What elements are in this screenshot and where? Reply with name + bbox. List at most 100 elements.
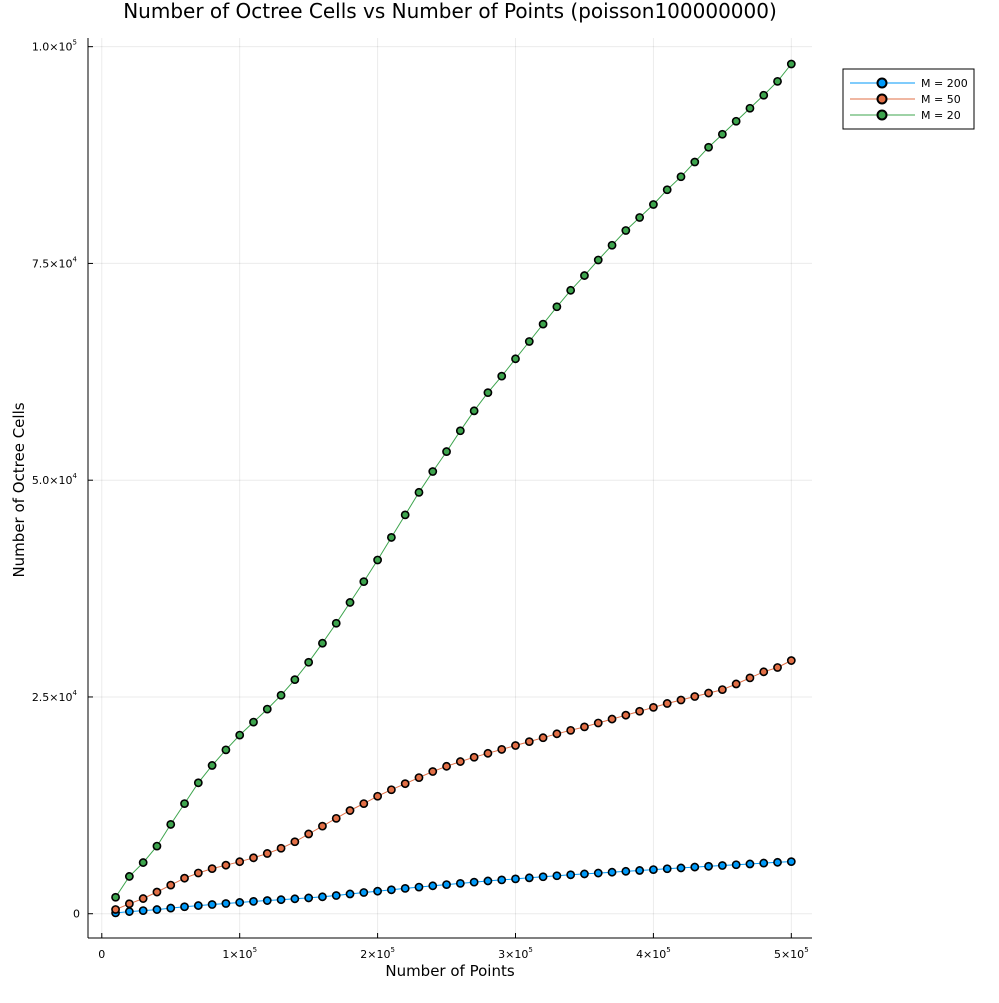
data-point (552, 729, 562, 739)
data-point (318, 638, 327, 648)
data-point (538, 733, 548, 743)
data-point (262, 704, 272, 714)
data-point (469, 752, 479, 762)
x-tick-label: 0 (98, 948, 105, 961)
data-point (704, 861, 713, 871)
y-axis-label: Number of Octree Cells (10, 402, 28, 577)
legend-marker (876, 77, 888, 89)
y-tick-label: 2.5×104 (32, 689, 78, 704)
data-point (262, 896, 272, 905)
data-point (621, 710, 631, 720)
data-point (290, 675, 300, 685)
data-point (676, 172, 686, 182)
y-tick-label: 0 (73, 908, 80, 921)
data-point (690, 157, 700, 167)
legend-marker (876, 109, 888, 121)
data-point (538, 872, 548, 882)
x-tick-exponent: 5 (804, 946, 808, 954)
data-point (400, 884, 410, 893)
data-point (276, 690, 286, 700)
grid-lines (88, 38, 812, 938)
data-point (207, 864, 217, 874)
legend-item: M = 50 (850, 93, 961, 106)
data-point (304, 893, 314, 903)
data-point (442, 447, 451, 456)
data-point (345, 806, 355, 815)
y-tick-label: 7.5×104 (32, 255, 78, 270)
x-tick-exponent: 5 (253, 946, 257, 954)
data-point (193, 868, 203, 878)
x-axis-label: Number of Points (385, 962, 514, 980)
data-point (276, 895, 286, 905)
data-point (304, 829, 314, 839)
data-point (373, 791, 382, 801)
data-point (193, 901, 203, 910)
data-point (717, 861, 727, 870)
data-point (552, 302, 562, 312)
data-point (442, 761, 451, 771)
data-point (580, 722, 589, 732)
data-point (249, 897, 258, 906)
data-point (414, 882, 424, 892)
x-tick-label: 1×105 (222, 946, 257, 961)
data-point (345, 889, 355, 899)
data-point (593, 255, 603, 265)
data-point (235, 898, 245, 907)
series-line (115, 861, 792, 914)
data-point (455, 878, 465, 888)
data-point (690, 862, 700, 872)
data-point (759, 858, 769, 868)
data-point (345, 598, 355, 607)
data-point (524, 737, 534, 747)
data-point (773, 663, 782, 672)
data-point (497, 875, 507, 885)
series-1 (111, 857, 796, 918)
data-point (497, 745, 507, 754)
data-point (607, 867, 617, 877)
data-point (235, 857, 245, 867)
data-point (786, 59, 796, 69)
data-point (455, 757, 465, 766)
data-point (221, 860, 231, 870)
data-point (773, 76, 782, 86)
x-tick-label: 3×105 (498, 946, 533, 961)
data-point (717, 685, 727, 694)
data-point (524, 873, 534, 883)
data-point (359, 577, 369, 587)
data-point (138, 858, 148, 867)
data-point (221, 745, 231, 755)
data-point (566, 285, 576, 295)
data-point (400, 779, 410, 789)
legend-item: M = 20 (850, 109, 961, 122)
data-point (331, 618, 341, 628)
x-axis-ticks: 0 1×105 2×105 3×105 4×105 5×105 (98, 933, 809, 961)
y-tick-exponent: 4 (73, 472, 78, 480)
data-point (221, 899, 231, 908)
data-point (524, 337, 534, 346)
x-tick-exponent: 5 (528, 946, 532, 954)
data-point (786, 656, 796, 665)
data-point (552, 871, 562, 881)
series-group (111, 59, 796, 918)
data-point (276, 843, 286, 853)
data-point (635, 866, 645, 875)
data-point (152, 887, 162, 897)
axes (87, 38, 812, 939)
data-point (331, 891, 341, 900)
legend-marker (876, 93, 888, 105)
x-tick-label: 2×105 (360, 946, 395, 961)
chart-title: Number of Octree Cells vs Number of Poin… (123, 0, 777, 23)
data-point (318, 892, 327, 902)
data-point (386, 885, 396, 895)
data-point (331, 813, 341, 823)
legend: M = 200 M = 50 M = 20 (842, 68, 975, 130)
y-tick-exponent: 4 (73, 689, 78, 697)
data-point (593, 868, 603, 878)
data-point (717, 129, 727, 139)
y-tick-label: 5.0×104 (32, 472, 78, 487)
data-point (207, 761, 217, 770)
data-point (249, 717, 258, 727)
data-point (400, 510, 410, 520)
data-point (124, 907, 134, 916)
